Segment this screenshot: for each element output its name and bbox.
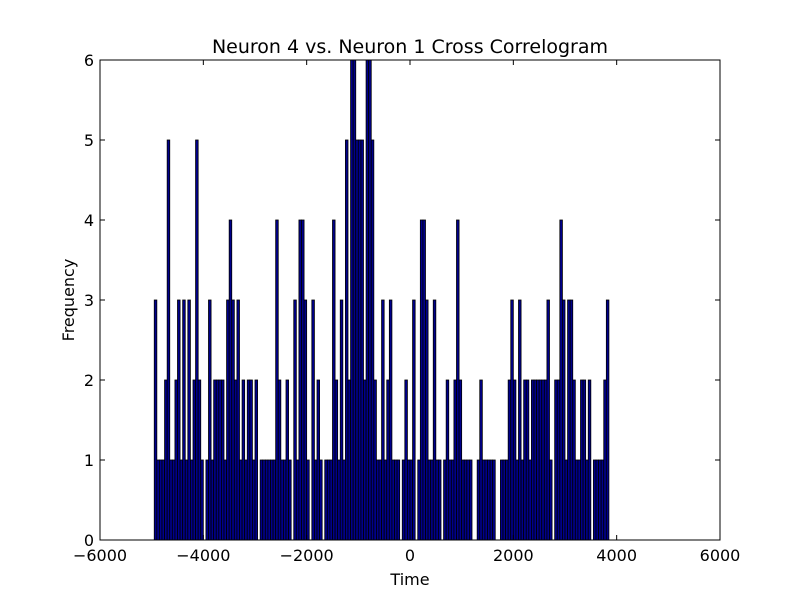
y-tick-label: 6 <box>84 51 94 70</box>
ticks-layer: −6000 −4000 −2000 0 2000 4000 6000 0 1 2 3 4 5 6 <box>73 51 740 565</box>
x-tick-label: 0 <box>405 546 415 565</box>
histogram-bar <box>200 459 204 541</box>
x-tick-label: 2000 <box>493 546 534 565</box>
y-tick-label: 3 <box>84 291 94 310</box>
histogram-bar <box>306 459 310 541</box>
histogram-bar <box>254 379 258 541</box>
histogram-bar <box>396 459 401 541</box>
y-tick-label: 5 <box>84 131 94 150</box>
histogram-bar <box>549 459 553 541</box>
chart-title: Neuron 4 vs. Neuron 1 Cross Correlogram <box>212 36 608 58</box>
y-tick-label: 1 <box>84 451 94 470</box>
x-tick-label: 6000 <box>700 546 741 565</box>
histogram-bar <box>319 459 323 541</box>
y-tick-label: 2 <box>84 371 94 390</box>
y-tick-label: 4 <box>84 211 94 230</box>
y-axis-title: Frequency <box>59 259 78 342</box>
x-tick-label: 4000 <box>596 546 637 565</box>
y-tick-label: 0 <box>84 531 94 550</box>
histogram-bar <box>288 459 292 541</box>
histogram-bar <box>412 299 416 541</box>
histogram-bar <box>587 379 592 541</box>
x-tick-label: −4000 <box>176 546 230 565</box>
x-tick-label: −6000 <box>73 546 127 565</box>
x-axis-title: Time <box>389 570 429 589</box>
histogram-bar <box>438 459 442 541</box>
histogram-bar <box>605 299 610 541</box>
x-tick-label: −2000 <box>280 546 334 565</box>
histogram-bar <box>492 459 496 541</box>
histogram-bar <box>469 459 473 541</box>
